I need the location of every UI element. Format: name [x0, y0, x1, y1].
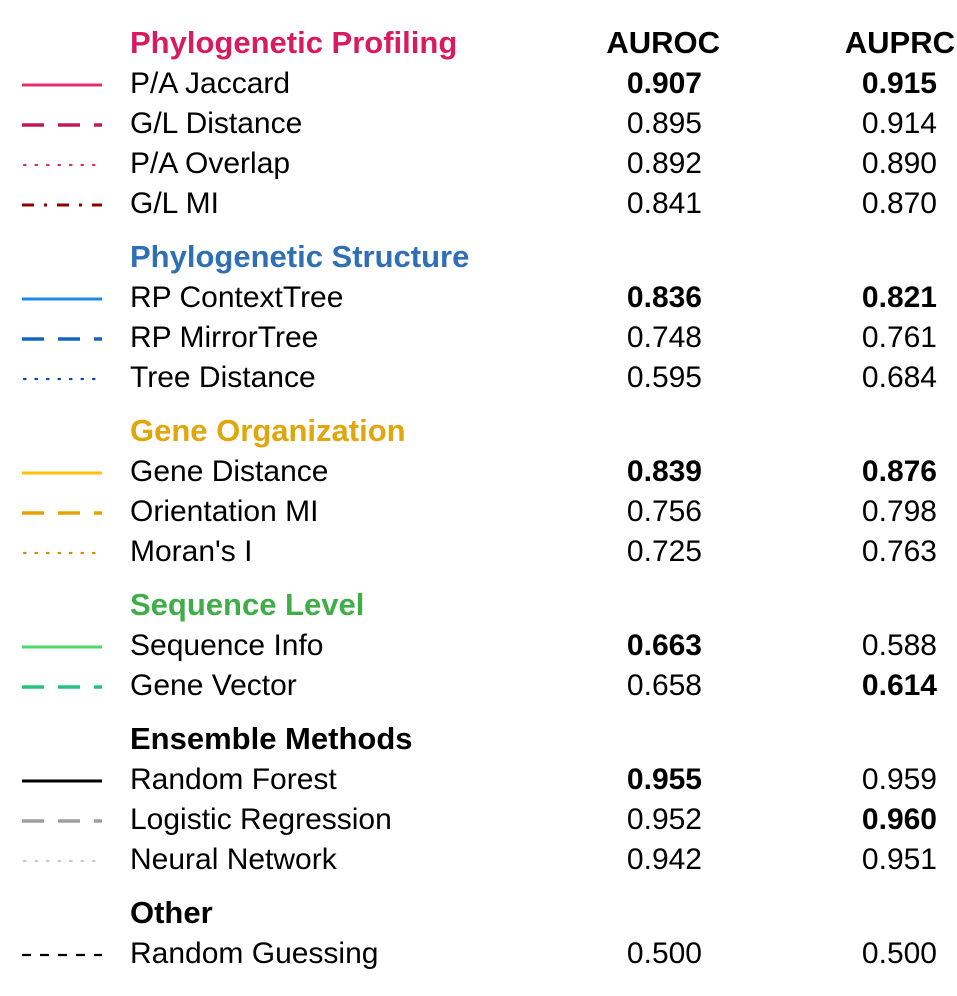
auprc-value: 0.763: [861, 535, 937, 568]
group-title: Phylogenetic Profiling: [130, 25, 458, 60]
group-title: Sequence Level: [130, 587, 365, 622]
auprc-value: 0.870: [861, 187, 937, 220]
auroc-value: 0.907: [626, 67, 702, 100]
auroc-value: 0.839: [626, 455, 702, 488]
auprc-value: 0.798: [861, 495, 937, 528]
series-swatch: [22, 645, 102, 649]
auprc-value: 0.915: [861, 67, 937, 100]
auprc-value: 0.960: [861, 803, 937, 836]
auprc-value: 0.914: [861, 107, 937, 140]
auprc-value: 0.951: [861, 843, 937, 876]
series-swatch: [22, 685, 102, 689]
series-swatch: [22, 163, 104, 167]
series-label: G/L Distance: [130, 107, 303, 140]
series-label: Gene Distance: [130, 455, 329, 488]
series-swatch: [22, 377, 104, 381]
group-title: Gene Organization: [130, 413, 406, 448]
series-label: G/L MI: [130, 187, 219, 220]
series-swatch: [22, 297, 102, 301]
auroc-value: 0.955: [626, 763, 702, 796]
series-swatch: [22, 83, 102, 87]
auprc-value: 0.890: [861, 147, 937, 180]
series-swatch: [22, 511, 102, 515]
auprc-value: 0.614: [861, 669, 937, 702]
group-title: Ensemble Methods: [130, 721, 413, 756]
series-swatch: [22, 123, 102, 127]
auroc-value: 0.836: [626, 281, 702, 314]
auroc-value: 0.725: [626, 535, 702, 568]
series-label: Tree Distance: [130, 361, 316, 394]
series-label: Gene Vector: [130, 669, 297, 702]
series-label: Neural Network: [130, 843, 337, 876]
auprc-value: 0.684: [861, 361, 937, 394]
auprc-value: 0.959: [861, 763, 937, 796]
auroc-value: 0.658: [626, 669, 702, 702]
series-label: Logistic Regression: [130, 803, 392, 836]
series-swatch: [22, 471, 102, 475]
auroc-value: 0.895: [626, 107, 702, 140]
series-label: Sequence Info: [130, 629, 324, 662]
auprc-value: 0.500: [861, 937, 937, 970]
auprc-value: 0.876: [861, 455, 937, 488]
series-label: Random Guessing: [130, 937, 379, 970]
auroc-value: 0.748: [626, 321, 702, 354]
column-header-auroc: AUROC: [606, 25, 720, 60]
auroc-value: 0.892: [626, 147, 702, 180]
auprc-value: 0.821: [861, 281, 937, 314]
auroc-value: 0.500: [626, 937, 702, 970]
series-swatch: [22, 551, 104, 555]
auroc-value: 0.942: [626, 843, 702, 876]
series-swatch: [22, 859, 104, 863]
group-title: Other: [130, 895, 213, 930]
series-label: RP ContextTree: [130, 281, 344, 314]
auroc-value: 0.952: [626, 803, 702, 836]
series-swatch: [22, 953, 102, 957]
column-header-auprc: AUPRC: [844, 25, 955, 60]
series-label: P/A Jaccard: [130, 67, 291, 100]
series-swatch: [22, 337, 102, 341]
series-label: Moran's I: [130, 535, 253, 568]
auprc-value: 0.588: [861, 629, 937, 662]
auroc-value: 0.841: [626, 187, 702, 220]
series-swatch: [22, 779, 102, 783]
series-swatch: [22, 819, 102, 823]
series-label: Random Forest: [130, 763, 337, 796]
auroc-value: 0.663: [626, 629, 702, 662]
series-label: RP MirrorTree: [130, 321, 319, 354]
series-swatch: [22, 203, 102, 207]
group-title: Phylogenetic Structure: [130, 239, 470, 274]
series-label: Orientation MI: [130, 495, 319, 528]
auroc-value: 0.756: [626, 495, 702, 528]
auprc-value: 0.761: [861, 321, 937, 354]
auroc-value: 0.595: [626, 361, 702, 394]
series-label: P/A Overlap: [130, 147, 291, 180]
